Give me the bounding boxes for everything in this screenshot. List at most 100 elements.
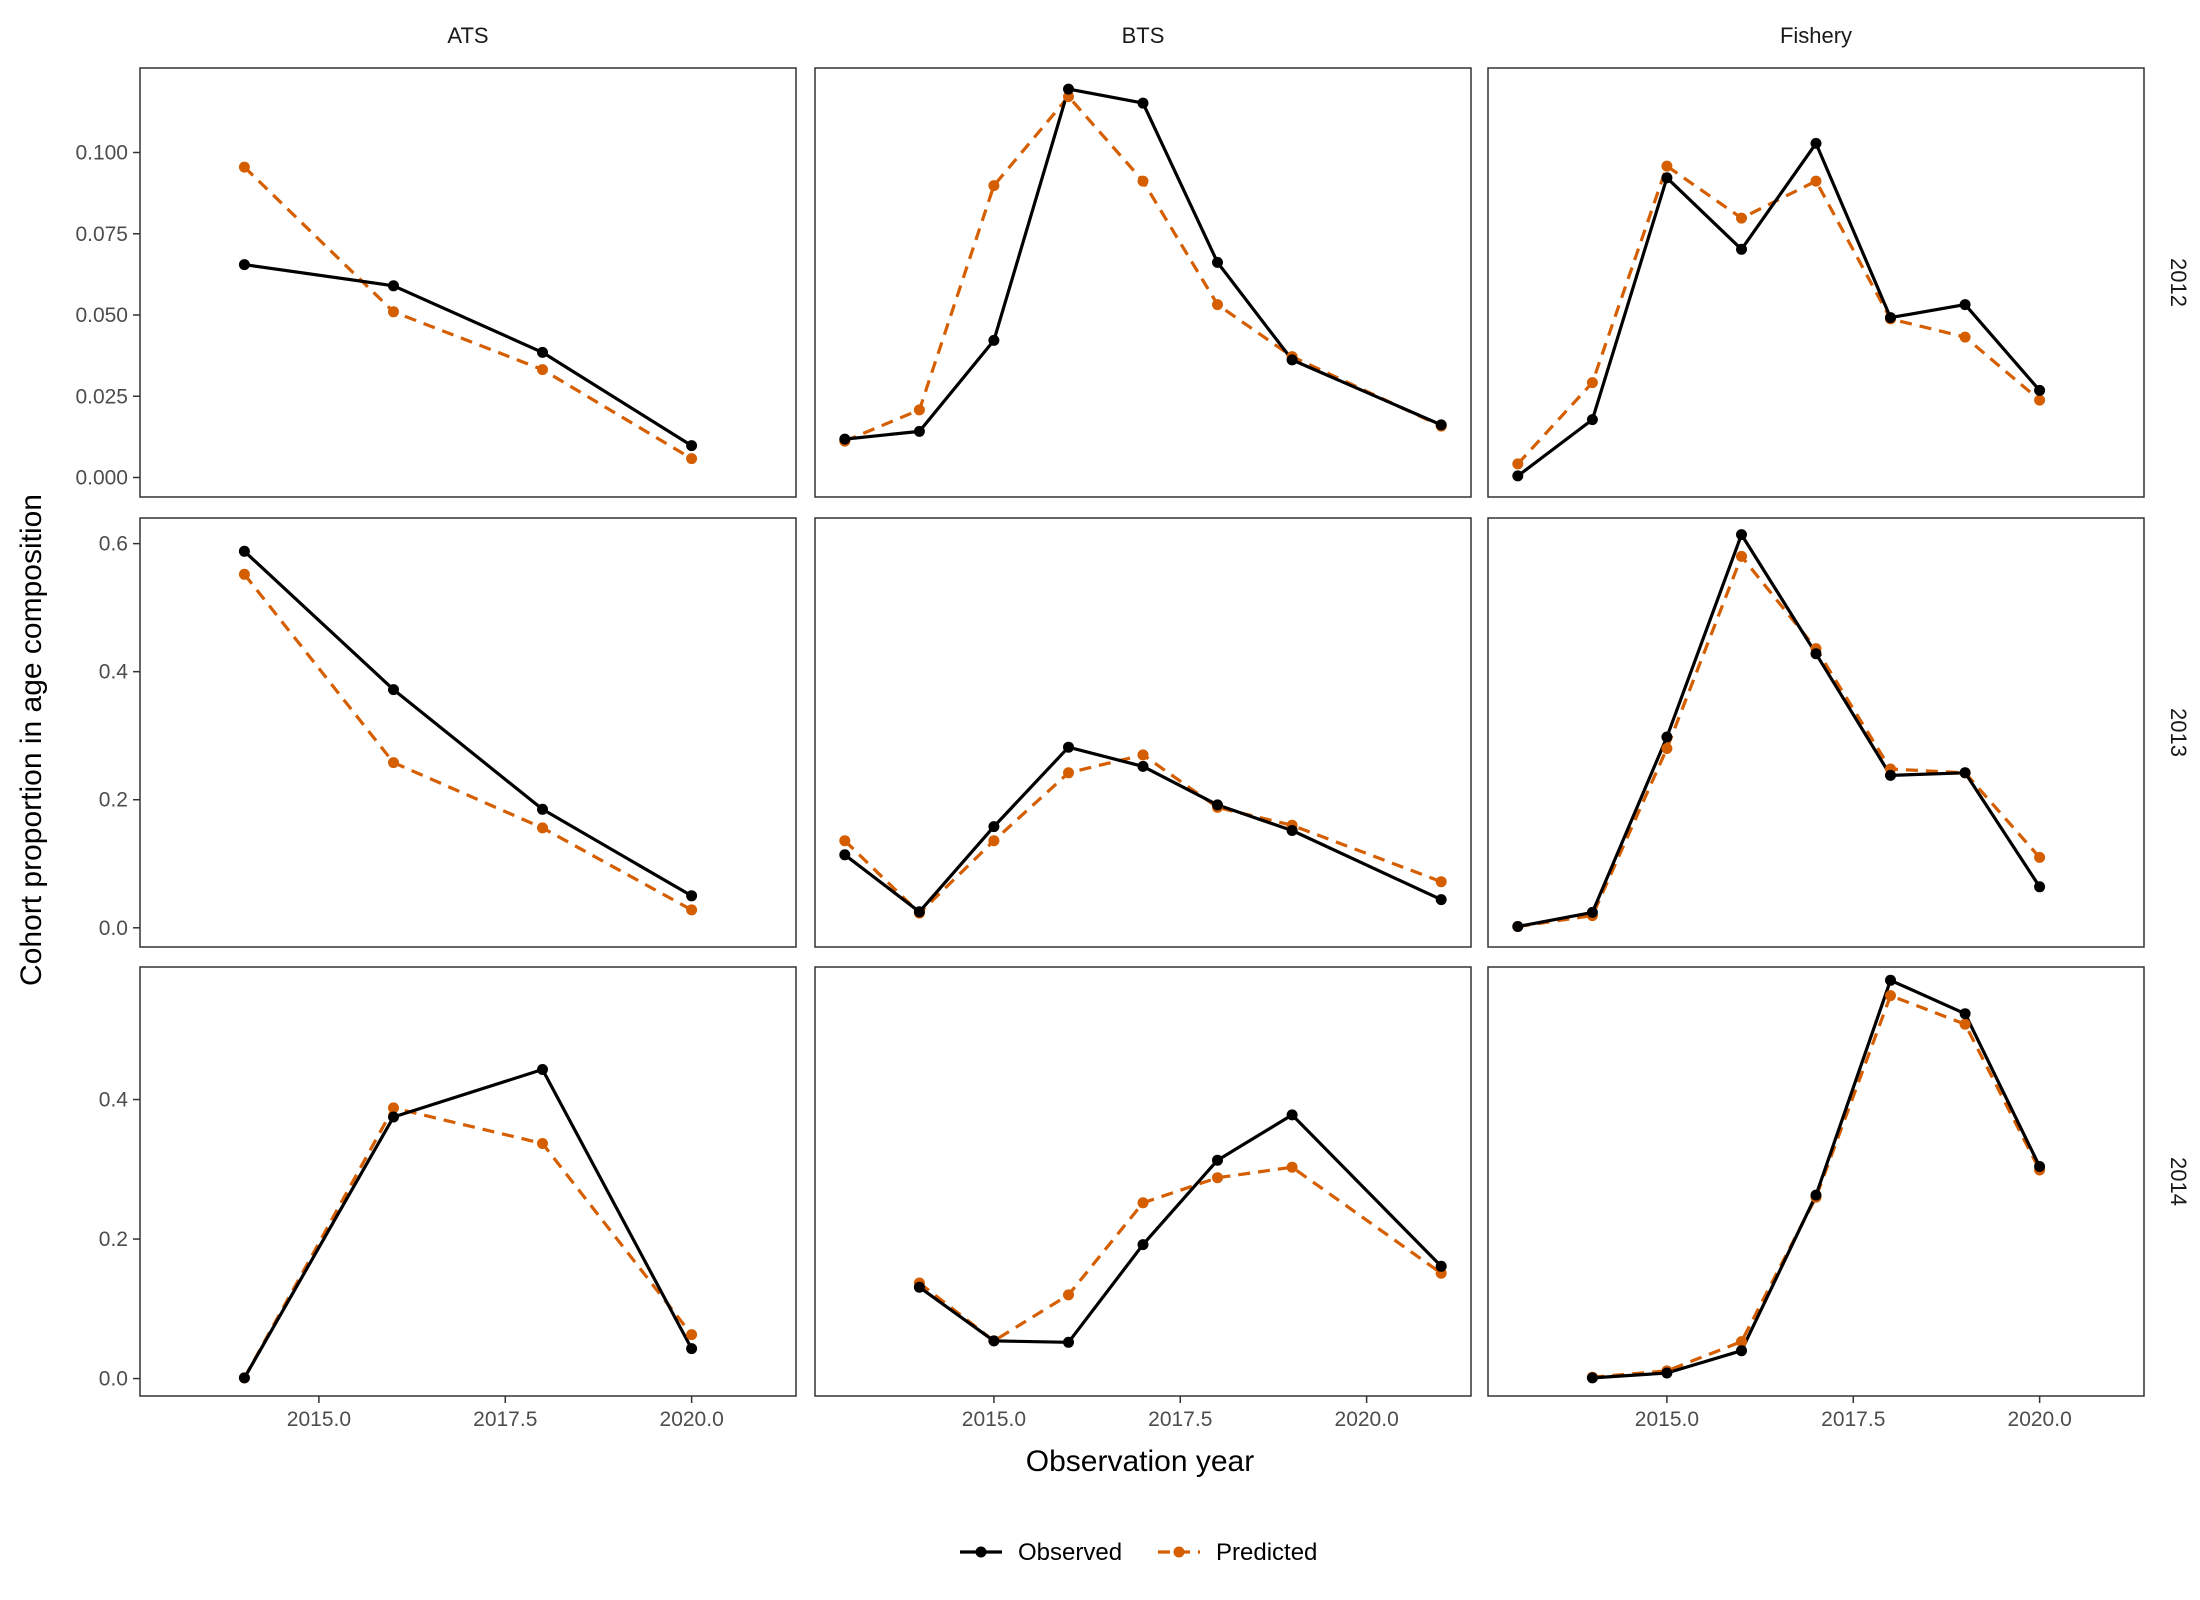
series-line-predicted xyxy=(844,94,1442,443)
data-point-predicted xyxy=(1063,1289,1074,1301)
y-axis-title: Cohort proportion in age composition xyxy=(15,494,48,986)
series-line-predicted xyxy=(243,165,693,460)
data-point-observed xyxy=(388,684,399,696)
x-tick-label: 2020.0 xyxy=(1335,1408,1399,1431)
data-point-observed xyxy=(1286,825,1298,836)
column-strip-bts: BTS xyxy=(1122,23,1165,48)
x-tick-label: 2015.0 xyxy=(962,1408,1026,1431)
data-point-observed xyxy=(1435,1260,1447,1272)
data-point-observed xyxy=(1885,974,1896,986)
panel-bts-2013 xyxy=(814,517,1472,948)
panel-bts-2014 xyxy=(814,966,1472,1397)
x-tick-label: 2020.0 xyxy=(660,1408,724,1431)
data-point-observed xyxy=(1885,312,1896,324)
data-point-predicted xyxy=(1063,767,1074,779)
data-point-predicted xyxy=(537,822,548,834)
data-point-predicted xyxy=(1736,550,1747,562)
panel-border xyxy=(139,517,797,948)
data-point-observed xyxy=(1137,1239,1149,1251)
data-point-predicted xyxy=(988,835,1000,847)
y-tick-label: 0.2 xyxy=(99,789,128,812)
data-point-observed xyxy=(1512,470,1524,482)
data-point-predicted xyxy=(1137,175,1149,187)
series-line-observed xyxy=(244,263,693,447)
data-point-observed xyxy=(1885,769,1896,781)
data-point-predicted xyxy=(1212,299,1223,311)
data-point-observed xyxy=(1661,172,1673,184)
data-point-observed xyxy=(1063,83,1074,95)
y-tick-label: 0.0 xyxy=(99,917,128,940)
data-point-predicted xyxy=(913,404,925,416)
y-tick-label: 0.4 xyxy=(99,1089,129,1112)
legend-key-point xyxy=(1173,1546,1185,1558)
data-point-predicted xyxy=(1661,160,1673,172)
panel-border xyxy=(1487,966,2145,1397)
panel-border xyxy=(139,966,797,1397)
y-tick-label: 0.025 xyxy=(75,385,128,408)
data-point-observed xyxy=(686,890,698,902)
series-line-observed xyxy=(843,745,1442,914)
x-tick-label: 2017.5 xyxy=(1148,1408,1212,1431)
data-point-predicted xyxy=(686,1329,698,1341)
data-point-observed xyxy=(839,433,851,445)
data-point-observed xyxy=(2034,384,2046,396)
data-point-observed xyxy=(988,334,1000,346)
data-point-predicted xyxy=(686,904,698,916)
data-point-predicted xyxy=(388,1102,399,1114)
data-point-predicted xyxy=(1137,749,1149,761)
data-point-observed xyxy=(913,906,925,918)
data-point-observed xyxy=(1661,731,1673,743)
data-point-observed xyxy=(988,1335,1000,1347)
data-point-predicted xyxy=(1959,331,1971,343)
panel-bts-2012 xyxy=(814,67,1472,498)
data-point-observed xyxy=(537,1064,548,1075)
data-point-observed xyxy=(1810,648,1822,660)
series-line-predicted xyxy=(242,1106,693,1379)
legend-item-observed: Observed xyxy=(960,1539,1122,1566)
data-point-predicted xyxy=(988,180,1000,192)
row-strip-2013: 2013 xyxy=(2166,708,2191,757)
y-tick-label: 0.075 xyxy=(75,223,128,246)
series-line-predicted xyxy=(1517,554,2041,929)
data-point-predicted xyxy=(537,364,548,376)
data-point-observed xyxy=(913,1281,925,1293)
panel-border xyxy=(1487,67,2145,498)
data-point-observed xyxy=(1661,1367,1673,1379)
data-point-predicted xyxy=(1586,377,1598,389)
panel-border xyxy=(139,67,797,498)
data-point-observed xyxy=(1286,1109,1298,1121)
legend-label: Observed xyxy=(1018,1539,1122,1566)
data-point-observed xyxy=(1286,354,1298,366)
data-point-predicted xyxy=(1736,212,1747,224)
series-line-predicted xyxy=(1516,164,2041,465)
data-point-predicted xyxy=(1736,1336,1747,1348)
x-tick-label: 2015.0 xyxy=(287,1408,351,1431)
column-strip-ats: ATS xyxy=(447,23,488,48)
data-point-observed xyxy=(1435,894,1447,906)
data-point-observed xyxy=(1137,760,1149,772)
data-point-predicted xyxy=(2034,851,2046,863)
data-point-predicted xyxy=(238,161,250,173)
data-point-observed xyxy=(1736,243,1747,255)
data-point-observed xyxy=(1512,921,1524,932)
series-line-predicted xyxy=(918,1165,1443,1343)
x-tick-label: 2015.0 xyxy=(1635,1408,1699,1431)
x-axis-title: Observation year xyxy=(1026,1445,1254,1478)
data-point-predicted xyxy=(1435,876,1447,888)
legend-item-predicted: Predicted xyxy=(1158,1539,1317,1566)
panel-fishery-2013 xyxy=(1487,517,2145,948)
series-line-observed xyxy=(1517,532,2041,929)
data-point-predicted xyxy=(1512,458,1524,470)
data-point-predicted xyxy=(1661,743,1673,754)
series-line-observed xyxy=(918,1113,1443,1344)
data-point-predicted xyxy=(388,306,399,318)
series-line-observed xyxy=(243,1067,694,1379)
panel-ats-2014 xyxy=(139,966,797,1397)
y-tick-label: 0.050 xyxy=(75,304,128,327)
panel-fishery-2014 xyxy=(1487,966,2145,1397)
data-point-observed xyxy=(1959,299,1971,311)
panel-ats-2013 xyxy=(139,517,797,948)
y-tick-label: 0.100 xyxy=(75,142,128,165)
y-tick-label: 0.6 xyxy=(99,533,128,556)
